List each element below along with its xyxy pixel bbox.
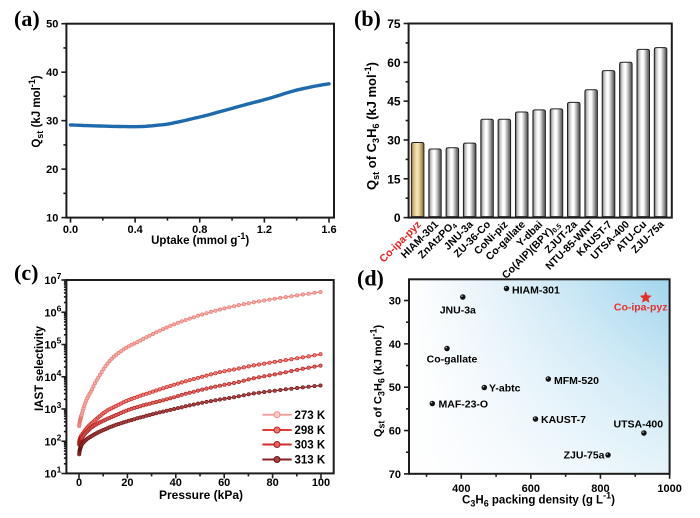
svg-text:15: 15	[387, 172, 401, 186]
svg-text:0.0: 0.0	[63, 224, 78, 236]
svg-text:Y-abtc: Y-abtc	[489, 383, 521, 395]
svg-text:105: 105	[44, 336, 61, 352]
svg-text:1000: 1000	[657, 483, 681, 495]
svg-text:30: 30	[46, 116, 58, 128]
svg-text:40: 40	[389, 339, 401, 351]
svg-text:103: 103	[44, 400, 61, 416]
svg-text:298 K: 298 K	[295, 425, 326, 437]
svg-text:60: 60	[387, 56, 401, 70]
svg-text:10: 10	[46, 213, 58, 225]
svg-text:C3H6 packing density (g L-1): C3H6 packing density (g L-1)	[462, 491, 615, 509]
svg-text:Qst of C3H6 (kJ mol-1): Qst of C3H6 (kJ mol-1)	[363, 62, 381, 190]
svg-text:273 K: 273 K	[295, 410, 326, 422]
svg-text:0.4: 0.4	[127, 224, 143, 236]
svg-text:400: 400	[452, 483, 470, 495]
svg-text:(b): (b)	[354, 6, 381, 31]
svg-text:40: 40	[170, 477, 182, 489]
svg-text:ZJU-75a: ZJU-75a	[564, 450, 605, 462]
svg-text:Qst of C3H6 (kJ mol-1): Qst of C3H6 (kJ mol-1)	[369, 325, 387, 438]
svg-text:MAF-23-O: MAF-23-O	[439, 399, 489, 411]
svg-text:Uptake (mmol g-1): Uptake (mmol g-1)	[151, 231, 249, 247]
svg-text:JNU-3a: JNU-3a	[440, 305, 476, 317]
svg-text:(d): (d)	[357, 266, 384, 291]
svg-text:MFM-520: MFM-520	[554, 375, 599, 387]
svg-text:75: 75	[387, 17, 401, 31]
svg-text:IAST selectivity: IAST selectivity	[34, 325, 46, 411]
svg-text:1.2: 1.2	[257, 224, 272, 236]
svg-text:30: 30	[387, 133, 401, 147]
svg-text:50: 50	[46, 19, 58, 31]
svg-text:UTSA-400: UTSA-400	[613, 419, 663, 431]
svg-text:Co-ipa-pyz: Co-ipa-pyz	[614, 302, 668, 314]
svg-text:800: 800	[591, 483, 609, 495]
svg-text:102: 102	[44, 432, 61, 448]
svg-text:HIAM-301: HIAM-301	[512, 285, 560, 297]
svg-text:20: 20	[121, 477, 133, 489]
svg-text:104: 104	[44, 368, 61, 384]
svg-text:KAUST-7: KAUST-7	[541, 414, 586, 426]
svg-text:60: 60	[218, 477, 230, 489]
svg-text:(c): (c)	[14, 260, 38, 285]
svg-text:Co-gallate: Co-gallate	[427, 354, 478, 366]
svg-text:30: 30	[389, 296, 401, 308]
svg-text:0: 0	[394, 211, 401, 225]
svg-text:Qst (kJ mol-1): Qst (kJ mol-1)	[27, 75, 45, 147]
svg-text:101: 101	[44, 465, 61, 481]
svg-text:0: 0	[76, 477, 82, 489]
svg-text:600: 600	[522, 483, 540, 495]
svg-text:40: 40	[46, 67, 58, 79]
svg-text:313 K: 313 K	[295, 455, 326, 467]
svg-text:45: 45	[387, 95, 401, 109]
svg-text:100: 100	[312, 477, 330, 489]
svg-text:60: 60	[389, 426, 401, 438]
svg-text:1.6: 1.6	[321, 224, 336, 236]
svg-text:70: 70	[389, 469, 401, 481]
svg-text:303 K: 303 K	[295, 440, 326, 452]
svg-text:20: 20	[46, 164, 58, 176]
svg-text:Pressure (kPa): Pressure (kPa)	[159, 488, 243, 502]
svg-text:(a): (a)	[14, 6, 40, 31]
svg-text:107: 107	[44, 271, 61, 287]
svg-text:0.8: 0.8	[192, 224, 207, 236]
svg-text:106: 106	[44, 303, 61, 319]
svg-text:80: 80	[266, 477, 278, 489]
svg-text:50: 50	[389, 382, 401, 394]
